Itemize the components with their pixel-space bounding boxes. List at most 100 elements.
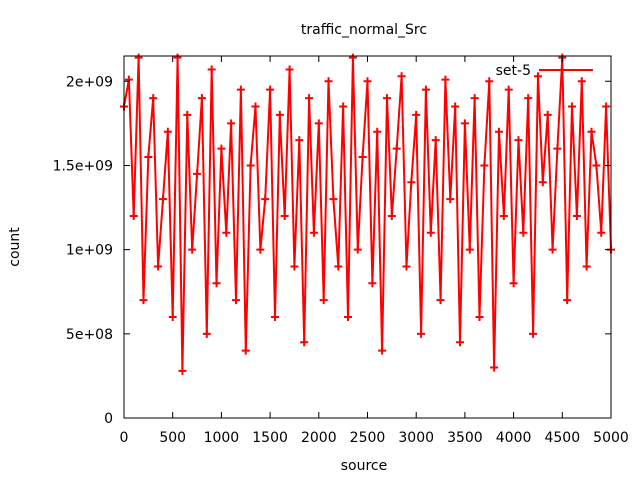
y-axis-label: count — [7, 227, 23, 267]
data-point — [158, 195, 167, 204]
data-point — [217, 144, 226, 153]
data-point — [178, 366, 187, 375]
data-point — [227, 119, 236, 128]
data-point — [280, 211, 289, 220]
data-point — [261, 195, 270, 204]
data-point — [524, 94, 533, 103]
x-tick-label: 5000 — [593, 430, 629, 446]
data-point — [319, 296, 328, 305]
data-point — [246, 161, 255, 170]
data-point — [421, 85, 430, 94]
data-point — [460, 119, 469, 128]
data-point — [241, 346, 250, 355]
data-point — [339, 102, 348, 111]
data-point — [514, 136, 523, 145]
data-point — [494, 127, 503, 136]
data-point — [480, 161, 489, 170]
legend-label: set-5 — [496, 63, 531, 79]
data-point — [592, 161, 601, 170]
data-point — [305, 94, 314, 103]
data-point — [368, 279, 377, 288]
x-tick-label: 4000 — [496, 430, 532, 446]
data-point — [378, 346, 387, 355]
data-point — [154, 262, 163, 271]
data-point — [412, 110, 421, 119]
data-point — [163, 127, 172, 136]
data-point — [344, 312, 353, 321]
x-tick-label: 500 — [159, 430, 186, 446]
x-axis-label: source — [341, 458, 388, 474]
x-tick-label: 3000 — [398, 430, 434, 446]
data-point — [602, 102, 611, 111]
data-point — [314, 119, 323, 128]
data-point — [470, 94, 479, 103]
data-point — [193, 169, 202, 178]
data-point — [553, 144, 562, 153]
data-point — [563, 296, 572, 305]
data-point — [568, 102, 577, 111]
data-point — [232, 296, 241, 305]
data-point — [538, 178, 547, 187]
data-point — [373, 127, 382, 136]
data-point — [490, 363, 499, 372]
data-point — [334, 262, 343, 271]
data-point — [197, 94, 206, 103]
data-point — [251, 102, 260, 111]
data-point — [353, 245, 362, 254]
data-point — [139, 296, 148, 305]
data-point — [207, 65, 216, 74]
data-point — [270, 312, 279, 321]
data-point — [436, 296, 445, 305]
x-tick-label: 3500 — [447, 430, 483, 446]
data-point — [309, 228, 318, 237]
data-point — [577, 77, 586, 86]
data-point — [548, 245, 557, 254]
x-tick-label: 2000 — [301, 430, 337, 446]
data-point — [266, 85, 275, 94]
data-point — [485, 77, 494, 86]
data-point — [149, 94, 158, 103]
data-point — [236, 85, 245, 94]
data-point — [329, 195, 338, 204]
y-tick-label: 1.5e+09 — [53, 158, 113, 174]
data-point — [275, 110, 284, 119]
data-point — [285, 65, 294, 74]
data-point — [407, 178, 416, 187]
series-line — [123, 57, 612, 371]
data-point — [173, 53, 182, 62]
data-point — [504, 85, 513, 94]
data-point — [587, 127, 596, 136]
data-point — [451, 102, 460, 111]
data-point — [582, 262, 591, 271]
chart-title: traffic_normal_Src — [301, 22, 427, 38]
data-point — [475, 312, 484, 321]
data-point — [212, 279, 221, 288]
data-point — [134, 53, 143, 62]
data-point — [426, 228, 435, 237]
data-point — [290, 262, 299, 271]
data-point — [597, 228, 606, 237]
data-point — [188, 245, 197, 254]
x-tick-label: 1000 — [204, 430, 240, 446]
data-point — [129, 211, 138, 220]
data-point — [124, 75, 133, 84]
data-point — [256, 245, 265, 254]
data-point — [392, 144, 401, 153]
data-point — [382, 94, 391, 103]
data-point — [529, 329, 538, 338]
data-point — [222, 228, 231, 237]
data-point — [397, 72, 406, 81]
data-point — [543, 110, 552, 119]
x-tick-label: 4500 — [544, 430, 580, 446]
data-point — [168, 312, 177, 321]
legend-marker — [558, 66, 566, 74]
plot-frame — [123, 55, 612, 419]
data-point — [402, 262, 411, 271]
x-tick-label: 1500 — [252, 430, 288, 446]
data-point — [446, 195, 455, 204]
data-point — [300, 338, 309, 347]
data-point — [533, 72, 542, 81]
data-point — [358, 153, 367, 162]
y-tick-label: 0 — [104, 411, 113, 427]
